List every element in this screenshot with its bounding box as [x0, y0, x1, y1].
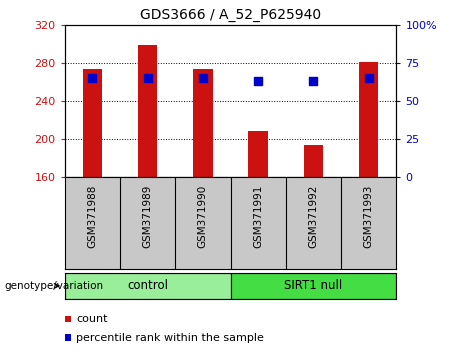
Point	[144, 75, 151, 81]
Title: GDS3666 / A_52_P625940: GDS3666 / A_52_P625940	[140, 8, 321, 22]
Point	[89, 75, 96, 81]
Bar	[138, 45, 157, 177]
Bar	[65, 273, 230, 299]
Text: GSM371990: GSM371990	[198, 184, 208, 247]
Point	[365, 75, 372, 81]
Bar	[359, 62, 378, 177]
Text: genotype/variation: genotype/variation	[5, 281, 104, 291]
Text: GSM371988: GSM371988	[87, 184, 97, 248]
Bar	[304, 145, 323, 177]
Bar	[248, 131, 268, 177]
Text: GSM371992: GSM371992	[308, 184, 319, 248]
Text: GSM371993: GSM371993	[364, 184, 374, 248]
Text: SIRT1 null: SIRT1 null	[284, 279, 343, 292]
Bar	[83, 69, 102, 177]
Text: control: control	[127, 279, 168, 292]
Point	[254, 78, 262, 84]
Text: count: count	[76, 314, 107, 324]
Text: percentile rank within the sample: percentile rank within the sample	[76, 332, 264, 343]
Point	[199, 75, 207, 81]
Bar	[230, 273, 396, 299]
Point	[310, 78, 317, 84]
Text: GSM371991: GSM371991	[253, 184, 263, 248]
Bar	[193, 69, 213, 177]
Text: GSM371989: GSM371989	[142, 184, 153, 248]
